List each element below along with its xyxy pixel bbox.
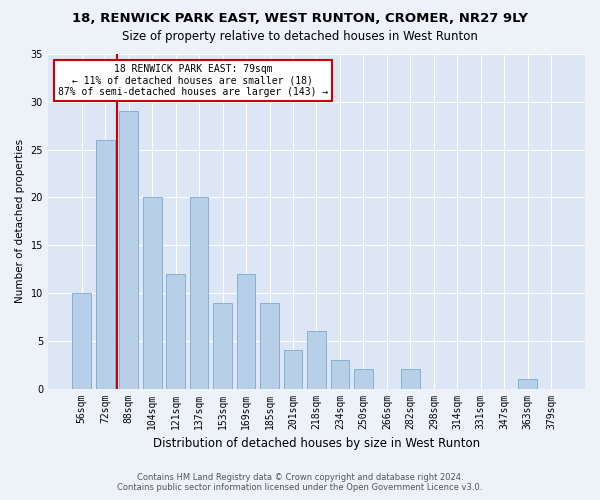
Text: 18 RENWICK PARK EAST: 79sqm
← 11% of detached houses are smaller (18)
87% of sem: 18 RENWICK PARK EAST: 79sqm ← 11% of det… [58, 64, 328, 97]
Bar [331, 360, 349, 388]
Bar [354, 370, 373, 388]
Bar [260, 302, 279, 388]
Bar [73, 293, 91, 388]
Bar [190, 198, 208, 388]
Bar [307, 331, 326, 388]
Bar [236, 274, 256, 388]
Bar [143, 198, 161, 388]
Bar [166, 274, 185, 388]
Text: 18, RENWICK PARK EAST, WEST RUNTON, CROMER, NR27 9LY: 18, RENWICK PARK EAST, WEST RUNTON, CROM… [72, 12, 528, 26]
Bar [119, 112, 138, 388]
X-axis label: Distribution of detached houses by size in West Runton: Distribution of detached houses by size … [153, 437, 480, 450]
Bar [96, 140, 115, 388]
Bar [213, 302, 232, 388]
Text: Contains HM Land Registry data © Crown copyright and database right 2024.
Contai: Contains HM Land Registry data © Crown c… [118, 473, 482, 492]
Bar [401, 370, 420, 388]
Bar [284, 350, 302, 389]
Bar [518, 379, 537, 388]
Y-axis label: Number of detached properties: Number of detached properties [15, 139, 25, 304]
Text: Size of property relative to detached houses in West Runton: Size of property relative to detached ho… [122, 30, 478, 43]
